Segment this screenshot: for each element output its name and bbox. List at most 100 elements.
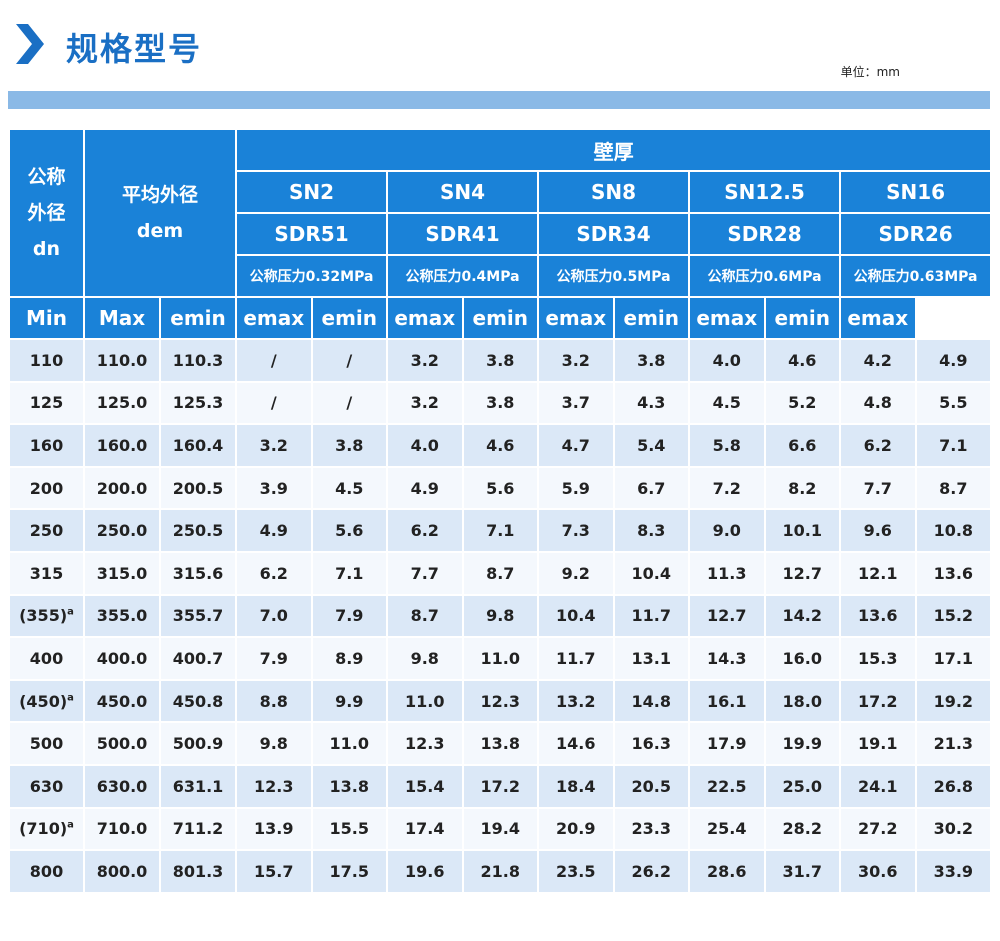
table-cell: 3.9 xyxy=(235,465,313,511)
text: 13.2 xyxy=(556,691,596,711)
text: 公称 xyxy=(27,166,66,188)
header-cell: 公称 外径 dn xyxy=(8,128,85,298)
header-row: 公称 外径 dn 平均外径 dem 壁厚 xyxy=(8,128,993,298)
header-cell: SDR26 xyxy=(839,212,993,256)
chevron-icon xyxy=(16,24,44,64)
table-cell: 31.7 xyxy=(763,849,842,894)
text: 17.2 xyxy=(858,691,898,711)
text: 公称压力0.32MPa xyxy=(249,269,374,285)
text: 13.8 xyxy=(329,776,369,796)
header-cell: SN16 xyxy=(839,170,993,214)
text: 17.2 xyxy=(480,776,520,796)
table-cell: 11.0 xyxy=(310,721,389,766)
text: 7.7 xyxy=(410,563,439,583)
text: emin xyxy=(774,306,831,330)
text: 10.4 xyxy=(556,606,596,626)
text: 16.3 xyxy=(631,734,671,754)
text: 7.7 xyxy=(863,478,892,498)
text: 160.0 xyxy=(96,435,148,455)
table-cell: 11.3 xyxy=(688,550,766,596)
text: 4.6 xyxy=(788,350,817,370)
text: 450.8 xyxy=(172,691,224,711)
table-cell: 450.0 xyxy=(83,678,161,724)
text: 801.3 xyxy=(172,861,224,881)
text: 500.9 xyxy=(172,734,224,754)
table-head: 公称 外径 dn 平均外径 dem 壁厚 SN2 SN4 SN8 SN12.5 SN16 SDR51 S… xyxy=(8,128,993,340)
text: 5.4 xyxy=(637,435,666,455)
table-cell: 630.0 xyxy=(83,763,161,809)
table-cell: 8.2 xyxy=(763,465,842,511)
table-cell: 12.3 xyxy=(461,678,540,724)
text: 17.9 xyxy=(707,734,747,754)
table-cell: 13.6 xyxy=(839,593,917,639)
table-cell: 8.7 xyxy=(386,593,464,639)
header-cell: 公称压力0.6MPa xyxy=(688,254,842,298)
table-cell: 4.0 xyxy=(688,338,766,383)
table-cell: 3.8 xyxy=(310,423,389,468)
table-cell: 12.7 xyxy=(688,593,766,639)
table-cell: 200.0 xyxy=(83,465,161,511)
header-cell: emax xyxy=(386,296,464,340)
text: 110 xyxy=(29,350,64,370)
text: 4.3 xyxy=(637,393,666,413)
table-cell: 7.9 xyxy=(235,636,313,681)
header-cell: 公称压力0.5MPa xyxy=(537,254,691,298)
text: 6.7 xyxy=(637,478,666,498)
table-row: 125 125.0 125.3 / / 3.2 3.8 3.7 4.3 4.5 5.2 4.8 5.5 xyxy=(8,380,993,426)
table-cell: 160.4 xyxy=(158,423,238,468)
text: 6.6 xyxy=(788,435,817,455)
table-cell: 800.0 xyxy=(83,849,161,894)
table-cell: 13.1 xyxy=(612,636,691,681)
text: dem xyxy=(136,220,184,242)
text: 17.5 xyxy=(329,861,369,881)
text: 19.1 xyxy=(858,734,898,754)
text: 11.3 xyxy=(707,563,747,583)
text: 315 xyxy=(29,563,64,583)
table-cell: 21.3 xyxy=(914,721,993,766)
text: 12.3 xyxy=(480,691,520,711)
table-cell: 800 xyxy=(8,849,85,894)
table-cell: 315 xyxy=(8,550,85,596)
text: 17.4 xyxy=(405,819,445,839)
table-cell: 19.1 xyxy=(839,721,917,766)
text: 平均外径 xyxy=(122,184,199,206)
text: 28.2 xyxy=(782,819,822,839)
table-row: 315 315.0 315.6 6.2 7.1 7.7 8.7 9.2 10.4 11.3 12.7… xyxy=(8,550,993,596)
text: 11.0 xyxy=(405,691,445,711)
table-cell: 6.2 xyxy=(839,423,917,468)
text: 9.8 xyxy=(410,648,439,668)
text: 711.2 xyxy=(172,819,224,839)
table-cell: 12.3 xyxy=(386,721,464,766)
text: 630.0 xyxy=(96,776,148,796)
text: 18.4 xyxy=(556,776,596,796)
text: 23.3 xyxy=(631,819,671,839)
table-cell: 5.9 xyxy=(537,465,615,511)
table-cell: 5.6 xyxy=(461,465,540,511)
text: 9.0 xyxy=(712,521,741,541)
table-cell: 15.7 xyxy=(235,849,313,894)
text: 19.2 xyxy=(933,691,974,711)
text: 630 xyxy=(29,776,64,796)
table-cell: 20.5 xyxy=(612,763,691,809)
header-cell: 公称压力0.32MPa xyxy=(235,254,389,298)
table-cell: 7.0 xyxy=(235,593,313,639)
table-cell: 14.3 xyxy=(688,636,766,681)
text: 200.5 xyxy=(172,478,224,498)
text: 12.7 xyxy=(782,563,822,583)
table-cell: 710.0 xyxy=(83,806,161,852)
text: 15.4 xyxy=(405,776,445,796)
table-cell: 110 xyxy=(8,338,85,383)
table-cell: 3.8 xyxy=(612,338,691,383)
text: 21.8 xyxy=(480,861,520,881)
text: 10.4 xyxy=(631,563,671,583)
header-cell: SDR51 xyxy=(235,212,389,256)
table-cell: 18.0 xyxy=(763,678,842,724)
table-cell: 12.1 xyxy=(839,550,917,596)
header-row: Min Max emin emax emin emax emin emax emin emax em… xyxy=(8,296,991,340)
table-cell: 250.5 xyxy=(158,508,238,553)
text: 15.3 xyxy=(858,648,898,668)
header-cell: emin xyxy=(310,296,389,340)
text: 3.9 xyxy=(259,478,288,498)
text: 4.6 xyxy=(486,435,515,455)
